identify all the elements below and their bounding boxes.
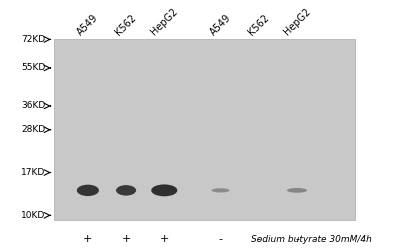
Text: K562: K562: [114, 12, 139, 37]
Ellipse shape: [287, 188, 307, 193]
Text: 55KD: 55KD: [21, 64, 46, 72]
Text: -: -: [257, 234, 261, 244]
Text: A549: A549: [208, 12, 233, 37]
Text: K562: K562: [246, 12, 271, 37]
Text: 36KD: 36KD: [21, 102, 46, 110]
Text: HepG2: HepG2: [149, 6, 180, 37]
Text: -: -: [295, 234, 299, 244]
Text: Sodium butyrate 30mM/4h: Sodium butyrate 30mM/4h: [251, 234, 371, 244]
Text: +: +: [160, 234, 169, 244]
Text: +: +: [83, 234, 93, 244]
Text: -: -: [219, 234, 223, 244]
Ellipse shape: [77, 185, 99, 196]
Text: 17KD: 17KD: [21, 168, 46, 177]
Text: A549: A549: [75, 12, 100, 37]
Ellipse shape: [116, 185, 136, 196]
Text: +: +: [122, 234, 131, 244]
Text: 10KD: 10KD: [21, 211, 46, 220]
Text: HepG2: HepG2: [282, 6, 312, 37]
FancyBboxPatch shape: [54, 40, 355, 220]
Text: 28KD: 28KD: [21, 125, 46, 134]
Text: 72KD: 72KD: [21, 35, 46, 44]
Ellipse shape: [211, 188, 230, 192]
Ellipse shape: [151, 184, 177, 196]
